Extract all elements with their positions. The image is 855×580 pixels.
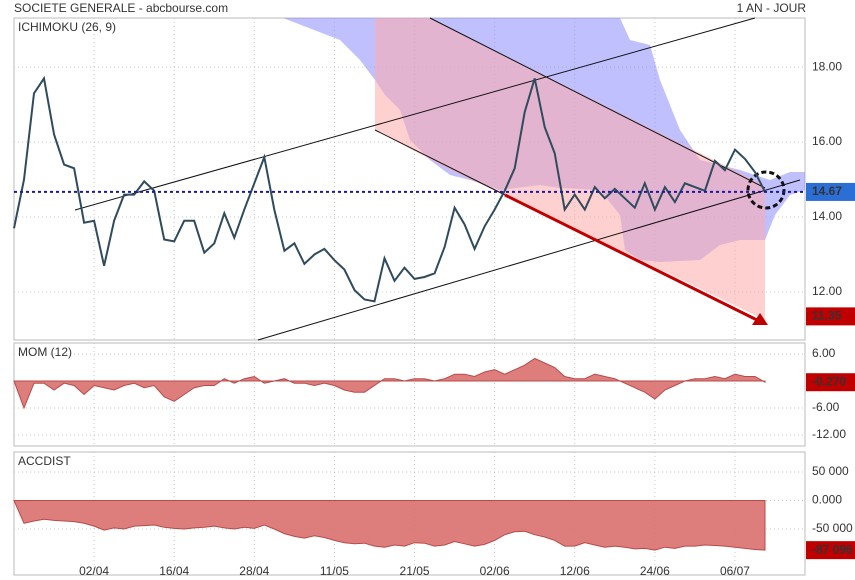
y-tick-label: 18.00 [812, 59, 842, 73]
area [13, 357, 766, 410]
trend-line [429, 17, 766, 189]
x-tick-label: 16/04 [159, 564, 189, 578]
x-tick-label: 24/06 [640, 564, 670, 578]
last-value-box-label: -0.270 [812, 374, 846, 388]
last-value-box-label: 14.67 [812, 184, 842, 198]
trend-line [257, 179, 801, 341]
y-tick-label: 16.00 [812, 134, 842, 148]
y-tick-label: 0.000 [812, 493, 842, 507]
panel-frame [13, 451, 806, 576]
last-value-box-label: -87 096 [812, 542, 853, 556]
last-value-box [806, 541, 855, 560]
y-tick-label: 14.00 [812, 209, 842, 223]
x-tick-label: 02/06 [480, 564, 510, 578]
price-line [13, 75, 766, 303]
panel-title: ICHIMOKU (26, 9) [18, 20, 116, 34]
last-value-box [806, 182, 855, 201]
panel-title: MOM (12) [18, 345, 72, 359]
y-tick-label: -50 000 [812, 521, 853, 535]
target-arrow [504, 193, 758, 322]
x-tick-label: 12/06 [560, 564, 590, 578]
trend-line [74, 17, 756, 211]
panel-title: ACCDIST [18, 454, 71, 468]
x-tick-label: 11/05 [320, 564, 349, 578]
y-tick-label: 6.00 [812, 346, 836, 360]
y-tick-label: -6.00 [812, 400, 840, 414]
y-tick-label: 50 000 [812, 464, 849, 478]
x-tick-label: 28/04 [239, 564, 269, 578]
arrow-head [752, 313, 768, 325]
target-box [806, 307, 855, 326]
period-label: 1 AN - JOUR [737, 1, 807, 15]
y-tick-label: 12.00 [812, 284, 842, 298]
y-tick-label: -12.00 [812, 427, 846, 441]
chart-title: SOCIETE GENERALE - abcbourse.com [14, 1, 228, 15]
x-tick-label: 02/04 [79, 564, 109, 578]
trend-line [374, 129, 506, 196]
area [13, 500, 766, 551]
cloud [375, 18, 765, 320]
x-tick-label: 06/07 [720, 564, 750, 578]
x-tick-label: 21/05 [400, 564, 430, 578]
last-value-box [806, 373, 855, 392]
highlight-circle [746, 170, 786, 210]
panel-frame [13, 342, 806, 447]
target-box-label: 11.35 [812, 309, 842, 323]
